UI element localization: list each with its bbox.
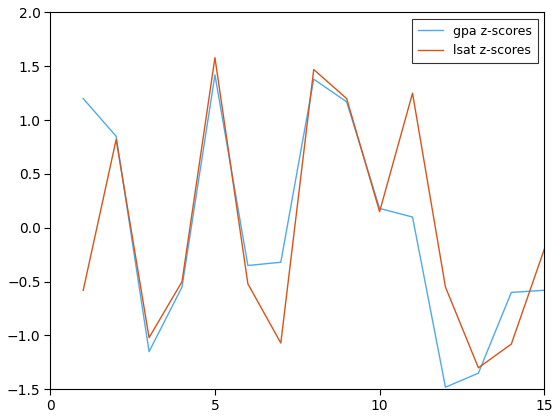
Line: gpa z-scores: gpa z-scores	[83, 75, 544, 387]
gpa z-scores	[310, 77, 317, 82]
lsat z-scores	[80, 288, 87, 293]
gpa z-scores	[80, 96, 87, 101]
gpa z-scores	[113, 134, 119, 139]
lsat z-scores	[475, 365, 482, 370]
lsat z-scores	[541, 247, 548, 252]
lsat z-scores	[212, 55, 218, 60]
gpa z-scores	[442, 385, 449, 390]
lsat z-scores	[179, 279, 185, 284]
gpa z-scores	[343, 99, 350, 104]
gpa z-scores	[475, 371, 482, 376]
lsat z-scores	[277, 341, 284, 346]
gpa z-scores	[277, 260, 284, 265]
gpa z-scores	[409, 215, 416, 220]
Line: lsat z-scores: lsat z-scores	[83, 58, 544, 368]
Legend: gpa z-scores, lsat z-scores: gpa z-scores, lsat z-scores	[412, 19, 538, 63]
lsat z-scores	[146, 335, 152, 340]
lsat z-scores	[245, 281, 251, 286]
lsat z-scores	[409, 91, 416, 96]
gpa z-scores	[212, 72, 218, 77]
gpa z-scores	[508, 290, 515, 295]
gpa z-scores	[376, 206, 383, 211]
gpa z-scores	[146, 349, 152, 354]
lsat z-scores	[343, 96, 350, 101]
lsat z-scores	[113, 137, 119, 142]
lsat z-scores	[442, 284, 449, 289]
lsat z-scores	[508, 341, 515, 346]
lsat z-scores	[310, 67, 317, 72]
gpa z-scores	[179, 284, 185, 289]
lsat z-scores	[376, 209, 383, 214]
gpa z-scores	[541, 288, 548, 293]
gpa z-scores	[245, 263, 251, 268]
